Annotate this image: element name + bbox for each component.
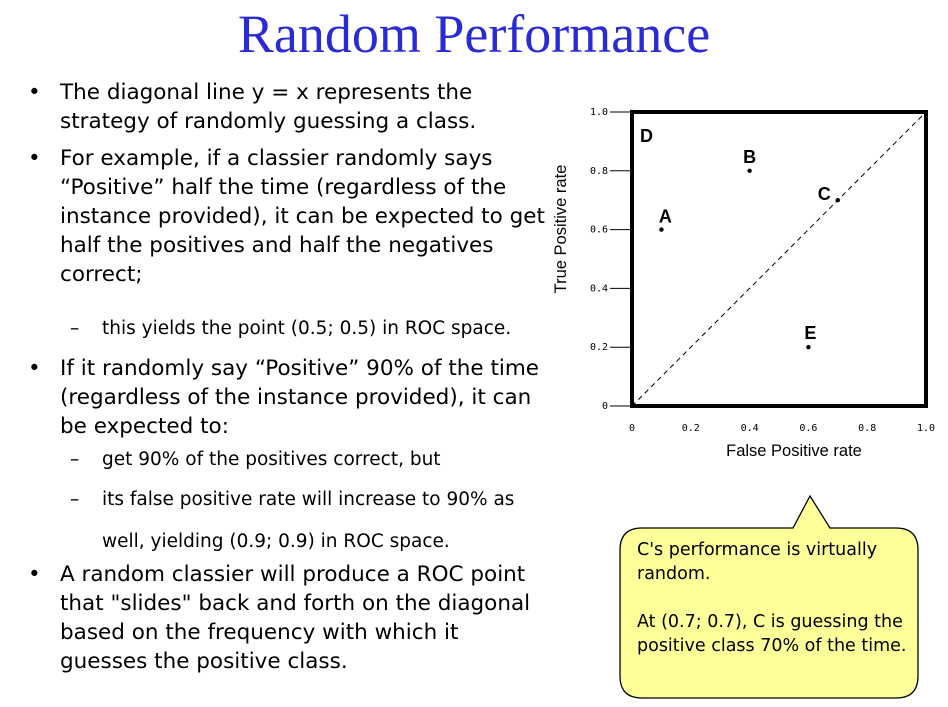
roc-point-e: [806, 345, 811, 350]
y-tick-label: 1.0: [590, 107, 608, 118]
sub-bullet-glyph: –: [70, 449, 80, 470]
roc-chart: 0 0.2 0.4 0.6 0.8 1.0 0 0.2 0.4 0.6 0.8 1.0 D B C A E F…: [552, 107, 935, 460]
callout-line-2: At (0.7; 0.7), C is guessing the positiv…: [637, 612, 907, 656]
x-tick-label: 0.4: [741, 423, 759, 434]
roc-axes: [630, 110, 928, 408]
y-tick-label: 0.6: [590, 225, 608, 236]
roc-point-label: E: [804, 323, 816, 343]
x-tick-label: 0.8: [858, 423, 876, 434]
sub-bullet-glyph: –: [70, 489, 80, 510]
x-tick-label: 0: [629, 423, 635, 434]
slide-title: Random Performance: [237, 4, 711, 64]
x-tick-label: 0.2: [682, 423, 700, 434]
bullet-glyph: •: [28, 80, 41, 105]
y-tick-label: 0.2: [590, 342, 608, 353]
y-tick-label: 0.8: [590, 166, 608, 177]
y-tick-label: 0: [602, 401, 608, 412]
bullet-text: If it randomly say “Positive” 90% of the…: [60, 356, 540, 439]
x-tick-label: 0.6: [799, 423, 817, 434]
callout-text: C's performance is virtually random. At …: [637, 538, 907, 658]
roc-ticks: 0 0.2 0.4 0.6 0.8 1.0 0 0.2 0.4 0.6 0.8 1.0: [590, 107, 935, 434]
roc-point-d: [629, 109, 635, 115]
x-tick-label: 1.0: [917, 423, 935, 434]
sub-bullet-glyph: –: [70, 318, 80, 339]
callout-bubble: [619, 494, 919, 699]
bullet-glyph: •: [28, 562, 41, 587]
roc-point-b: [747, 168, 752, 173]
roc-point-label: B: [743, 147, 756, 167]
roc-point-c: [835, 198, 840, 203]
bullet-text: A random classier will produce a ROC poi…: [60, 562, 531, 674]
diagonal-line: [631, 111, 927, 407]
sub-bullet-text: get 90% of the positives correct, but: [102, 449, 441, 470]
bullet-text: For example, if a classier randomly says…: [60, 146, 545, 287]
y-tick-label: 0.4: [590, 283, 608, 294]
bullet-glyph: •: [28, 356, 41, 381]
y-axis-label: True Positive rate: [552, 165, 570, 294]
callout-line-1: C's performance is virtually random.: [637, 540, 878, 584]
roc-point-label: D: [640, 126, 653, 146]
bullet-glyph: •: [28, 146, 41, 171]
roc-point-label: A: [659, 207, 672, 227]
sub-bullet-text: its false positive rate will increase to…: [102, 489, 515, 552]
bullet-text: The diagonal line y = x represents the s…: [60, 80, 477, 134]
roc-marks: D B C A E: [629, 109, 840, 350]
roc-point-a: [659, 227, 664, 232]
x-axis-label: False Positive rate: [726, 442, 862, 460]
roc-point-label: C: [818, 184, 831, 204]
callout-shape: [619, 494, 919, 699]
sub-bullet-text: this yields the point (0.5; 0.5) in ROC …: [102, 318, 512, 339]
plot-frame: [630, 110, 928, 408]
